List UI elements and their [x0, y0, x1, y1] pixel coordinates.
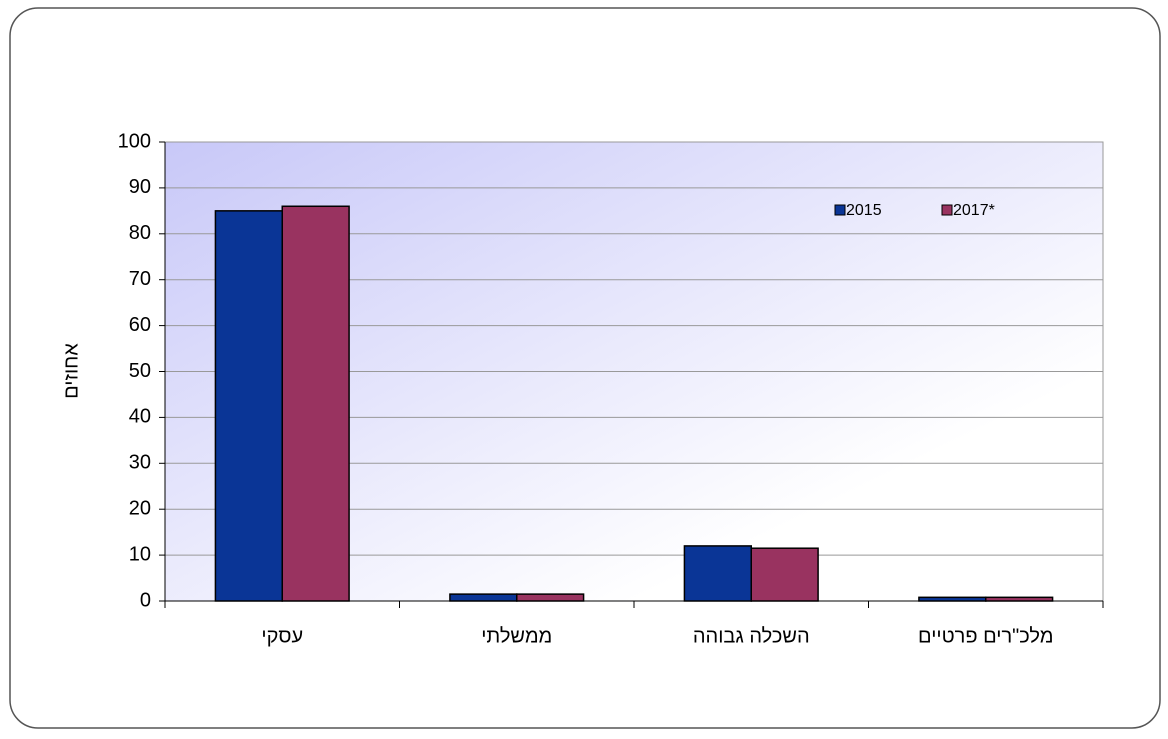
y-tick-label: 40	[129, 406, 151, 428]
legend-swatch	[834, 204, 846, 216]
bar	[683, 545, 752, 602]
x-tick-label: מלכ"רים פרטיים	[918, 625, 1053, 647]
y-tick-label: 50	[129, 360, 151, 382]
x-tick-label: ממשלתי	[481, 625, 552, 647]
bar	[985, 596, 1054, 602]
x-tick-label: השכלה גבוהה	[693, 625, 810, 647]
y-axis-label: אחוזים	[60, 343, 82, 399]
legend-swatch	[941, 204, 953, 216]
y-tick-label: 80	[129, 222, 151, 244]
y-tick-label: 60	[129, 314, 151, 336]
bar	[918, 596, 987, 602]
bar	[516, 593, 585, 602]
y-tick-label: 0	[140, 589, 151, 611]
y-tick-label: 70	[129, 268, 151, 290]
y-tick-label: 20	[129, 497, 151, 519]
y-tick-label: 30	[129, 452, 151, 474]
bar	[281, 205, 350, 602]
bar	[449, 593, 518, 602]
bar	[214, 210, 283, 602]
y-tick-label: 10	[129, 543, 151, 565]
bar	[750, 547, 819, 602]
y-tick-label: 100	[118, 130, 151, 152]
legend-label: 2015	[846, 202, 882, 219]
x-tick-label: עסקי	[261, 625, 303, 647]
y-tick-label: 90	[129, 176, 151, 198]
legend-label: 2017*	[953, 202, 995, 219]
